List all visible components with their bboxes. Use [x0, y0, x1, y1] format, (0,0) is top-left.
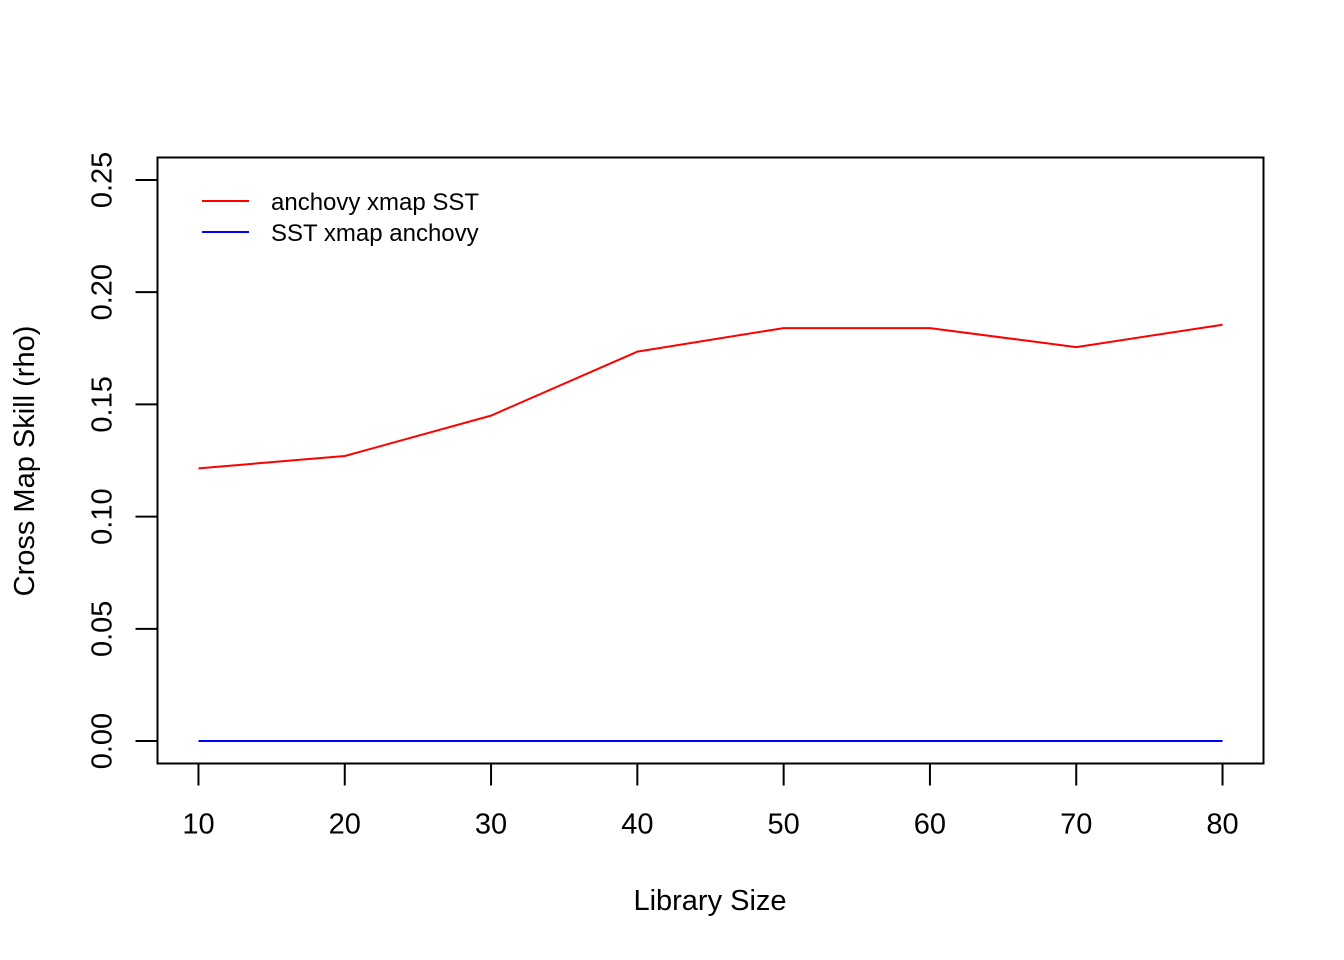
- x-tick-label: 20: [329, 809, 361, 841]
- x-tick-label: 40: [621, 809, 653, 841]
- x-tick-label: 80: [1206, 809, 1238, 841]
- x-tick-label: 60: [914, 809, 946, 841]
- y-axis-title: Cross Map Skill (rho): [9, 326, 41, 597]
- y-tick-label: 0.00: [87, 713, 119, 769]
- y-axis: 0.00 0.05 0.10 0.15 0.20 0.25: [87, 152, 159, 769]
- series-line: [198, 323, 1223, 470]
- x-axis: 10 20 30 40 50 60 70 80: [182, 762, 1239, 841]
- plot-frame: [156, 156, 1265, 765]
- y-tick-label: 0.05: [87, 601, 119, 657]
- x-tick-label: 50: [768, 809, 800, 841]
- legend-label: SST xmap anchovy: [271, 220, 479, 247]
- y-tick-label: 0.20: [87, 264, 119, 320]
- y-tick-label: 0.25: [87, 152, 119, 208]
- y-tick-label: 0.10: [87, 488, 119, 544]
- y-tick-label: 0.15: [87, 376, 119, 432]
- series-layer: [198, 323, 1223, 743]
- x-tick-label: 30: [475, 809, 507, 841]
- legend: anchovy xmap SST SST xmap anchovy: [202, 189, 479, 247]
- x-axis-title: Library Size: [633, 885, 786, 917]
- legend-label: anchovy xmap SST: [271, 189, 479, 216]
- x-tick-label: 10: [182, 809, 214, 841]
- x-tick-label: 70: [1060, 809, 1092, 841]
